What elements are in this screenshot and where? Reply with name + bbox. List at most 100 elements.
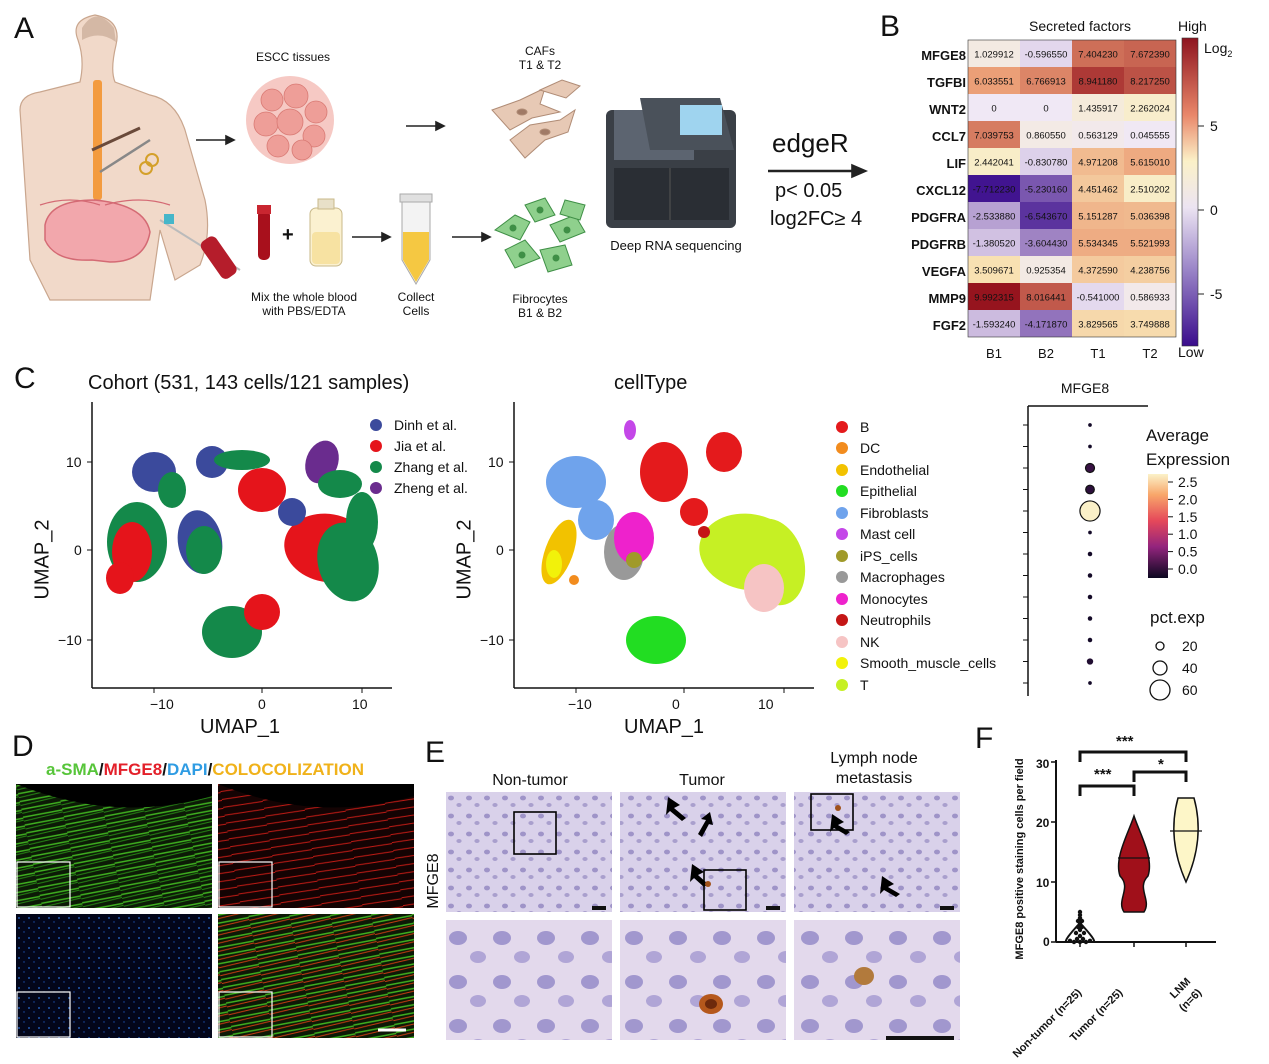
legend-swatch xyxy=(836,463,848,476)
ihc-arrow-icons xyxy=(666,797,900,897)
dot-NK xyxy=(1087,637,1093,643)
umap-celltype-cluster xyxy=(626,552,642,568)
svg-text:0: 0 xyxy=(991,104,996,115)
umap-celltype-cluster xyxy=(744,564,784,612)
umap-celltype-title: cellType xyxy=(614,372,688,394)
violin-nontumor-points xyxy=(1067,909,1093,945)
avg-tick: 2.5 xyxy=(1178,474,1198,490)
svg-text:4.451462: 4.451462 xyxy=(1078,185,1118,196)
heatmap-cell: 9.992315 xyxy=(968,283,1020,310)
if-merge-image xyxy=(218,914,414,1038)
heatmap-title: Secreted factors xyxy=(1029,18,1131,34)
heatmap-cell: 6.033551 xyxy=(968,67,1020,94)
heatmap-cell: -6.543670 xyxy=(1020,202,1072,229)
umap2-xlabel: UMAP_1 xyxy=(624,716,705,738)
legend-swatch xyxy=(370,439,382,452)
heatmap-cell: 7.404230 xyxy=(1072,40,1124,67)
legend-label: Monocytes xyxy=(860,590,928,607)
heatmap-cell: -5.230160 xyxy=(1020,175,1072,202)
legend-label: Smooth_muscle_cells xyxy=(860,655,997,672)
sequencer-icon xyxy=(606,98,736,228)
umap-celltype-cluster xyxy=(680,498,708,526)
heatmap-cell: 7.039753 xyxy=(968,121,1020,148)
heatmap-row-label: TGFBI xyxy=(927,75,966,90)
heatmap-col-label: T1 xyxy=(1090,346,1106,361)
umap2-xtick-0: −10 xyxy=(568,696,592,712)
heatmap-high-label: High xyxy=(1178,18,1207,34)
svg-text:-0.541000: -0.541000 xyxy=(1077,293,1120,304)
avg-tick: 1.5 xyxy=(1178,509,1198,525)
legend-swatch xyxy=(836,420,848,433)
heatmap-row-label: CCL7 xyxy=(932,129,966,144)
celltype-legend-item: Endothelial xyxy=(836,459,996,481)
pct-tick: 40 xyxy=(1182,660,1198,676)
cohort-legend-item: Zhang et al. xyxy=(370,456,468,477)
legend-label: Fibroblasts xyxy=(860,504,929,521)
cbar-label: Log2 xyxy=(1204,40,1233,59)
centrifuge-tube-icon xyxy=(399,193,433,285)
heatmap-row-label: VEGFA xyxy=(921,264,966,279)
celltype-legend-item: iPS_cells xyxy=(836,545,996,567)
heatmap-cell: 3.509671 xyxy=(968,256,1020,283)
dot-Neutrophils xyxy=(1087,616,1093,621)
heatmap-low-label: Low xyxy=(1178,344,1204,360)
heatmap-col-label: T2 xyxy=(1142,346,1158,361)
svg-text:-5.230160: -5.230160 xyxy=(1025,185,1068,196)
umap2-xtick-1: 0 xyxy=(672,696,680,712)
fibro-label-2: B1 & B2 xyxy=(517,306,563,320)
ihc-nontumor-high xyxy=(446,920,612,1040)
ihc-nontumor-low xyxy=(446,792,612,912)
heatmap-cell: 1.435917 xyxy=(1072,94,1124,121)
legend-label: Dinh et al. xyxy=(394,416,458,433)
svg-text:5.036398: 5.036398 xyxy=(1130,212,1170,223)
heatmap-cell: 2.262024 xyxy=(1124,94,1176,121)
legend-swatch xyxy=(370,418,382,431)
pval-label: p< 0.05 xyxy=(775,180,843,202)
umap2-ylabel: UMAP_2 xyxy=(453,519,476,600)
legend-label: Neutrophils xyxy=(860,612,931,629)
fibrocyte-cells-icon xyxy=(493,197,586,273)
heatmap-row-label: CXCL12 xyxy=(916,183,966,198)
umap-cohort-cluster xyxy=(346,492,378,552)
svg-text:2.510202: 2.510202 xyxy=(1130,185,1170,196)
if-legend: a-SMA/MFGE8/DAPI/COLOCOLIZATION xyxy=(46,760,365,779)
heatmap-colorbar xyxy=(1181,37,1204,347)
heatmap-cell: 8.941180 xyxy=(1072,67,1124,94)
heatmap-cell: -0.596550 xyxy=(1020,40,1072,67)
svg-text:-0.596550: -0.596550 xyxy=(1025,50,1068,61)
celltype-legend-item: NK xyxy=(836,631,996,653)
dot-Endothelial xyxy=(1084,462,1096,474)
heatmap-cell: 0.563129 xyxy=(1072,121,1124,148)
umap-cohort-title: Cohort (531, 143 cells/121 samples) xyxy=(88,372,410,394)
pct-tick: 60 xyxy=(1182,682,1198,698)
cafs-label-1: CAFs xyxy=(525,44,555,58)
celltype-legend-item: B xyxy=(836,416,996,438)
legend-swatch xyxy=(836,506,848,519)
celltype-legend-item: Neutrophils xyxy=(836,610,996,632)
dotplot-title: MFGE8 xyxy=(1060,380,1110,396)
umap1-ytick-1: 0 xyxy=(74,542,82,558)
heatmap-row-label: MMP9 xyxy=(928,291,966,306)
umap-celltype-cluster xyxy=(578,500,614,540)
svg-text:3.749888: 3.749888 xyxy=(1130,320,1170,331)
svg-text:4.372590: 4.372590 xyxy=(1078,266,1118,277)
legend-label: DC xyxy=(860,440,881,457)
umap-cohort-cluster xyxy=(158,472,186,508)
heatmap-cell: 6.766913 xyxy=(1020,67,1072,94)
svg-text:6.033551: 6.033551 xyxy=(974,77,1014,88)
legend-swatch xyxy=(836,635,848,648)
ihc-tumor-high xyxy=(620,920,786,1040)
heatmap-cell: -3.604430 xyxy=(1020,229,1072,256)
heatmap-cell: -0.830780 xyxy=(1020,148,1072,175)
heatmap-cell: 1.029912 xyxy=(968,40,1020,67)
umap-celltype-plot xyxy=(509,402,814,693)
heatmap-cell: 5.615010 xyxy=(1124,148,1176,175)
violin-ytick-10: 10 xyxy=(1036,876,1050,890)
legend-swatch xyxy=(836,614,848,627)
heatmap-col-label: B1 xyxy=(986,346,1002,361)
heatmap-cell: -4.171870 xyxy=(1020,310,1072,337)
heatmap-cell: 5.521993 xyxy=(1124,229,1176,256)
ihc-lnm-high xyxy=(794,920,960,1040)
umap-cohort-cluster xyxy=(106,562,134,594)
violin-ylabel: MFGE8 positive staining cells per field xyxy=(1014,758,1026,960)
